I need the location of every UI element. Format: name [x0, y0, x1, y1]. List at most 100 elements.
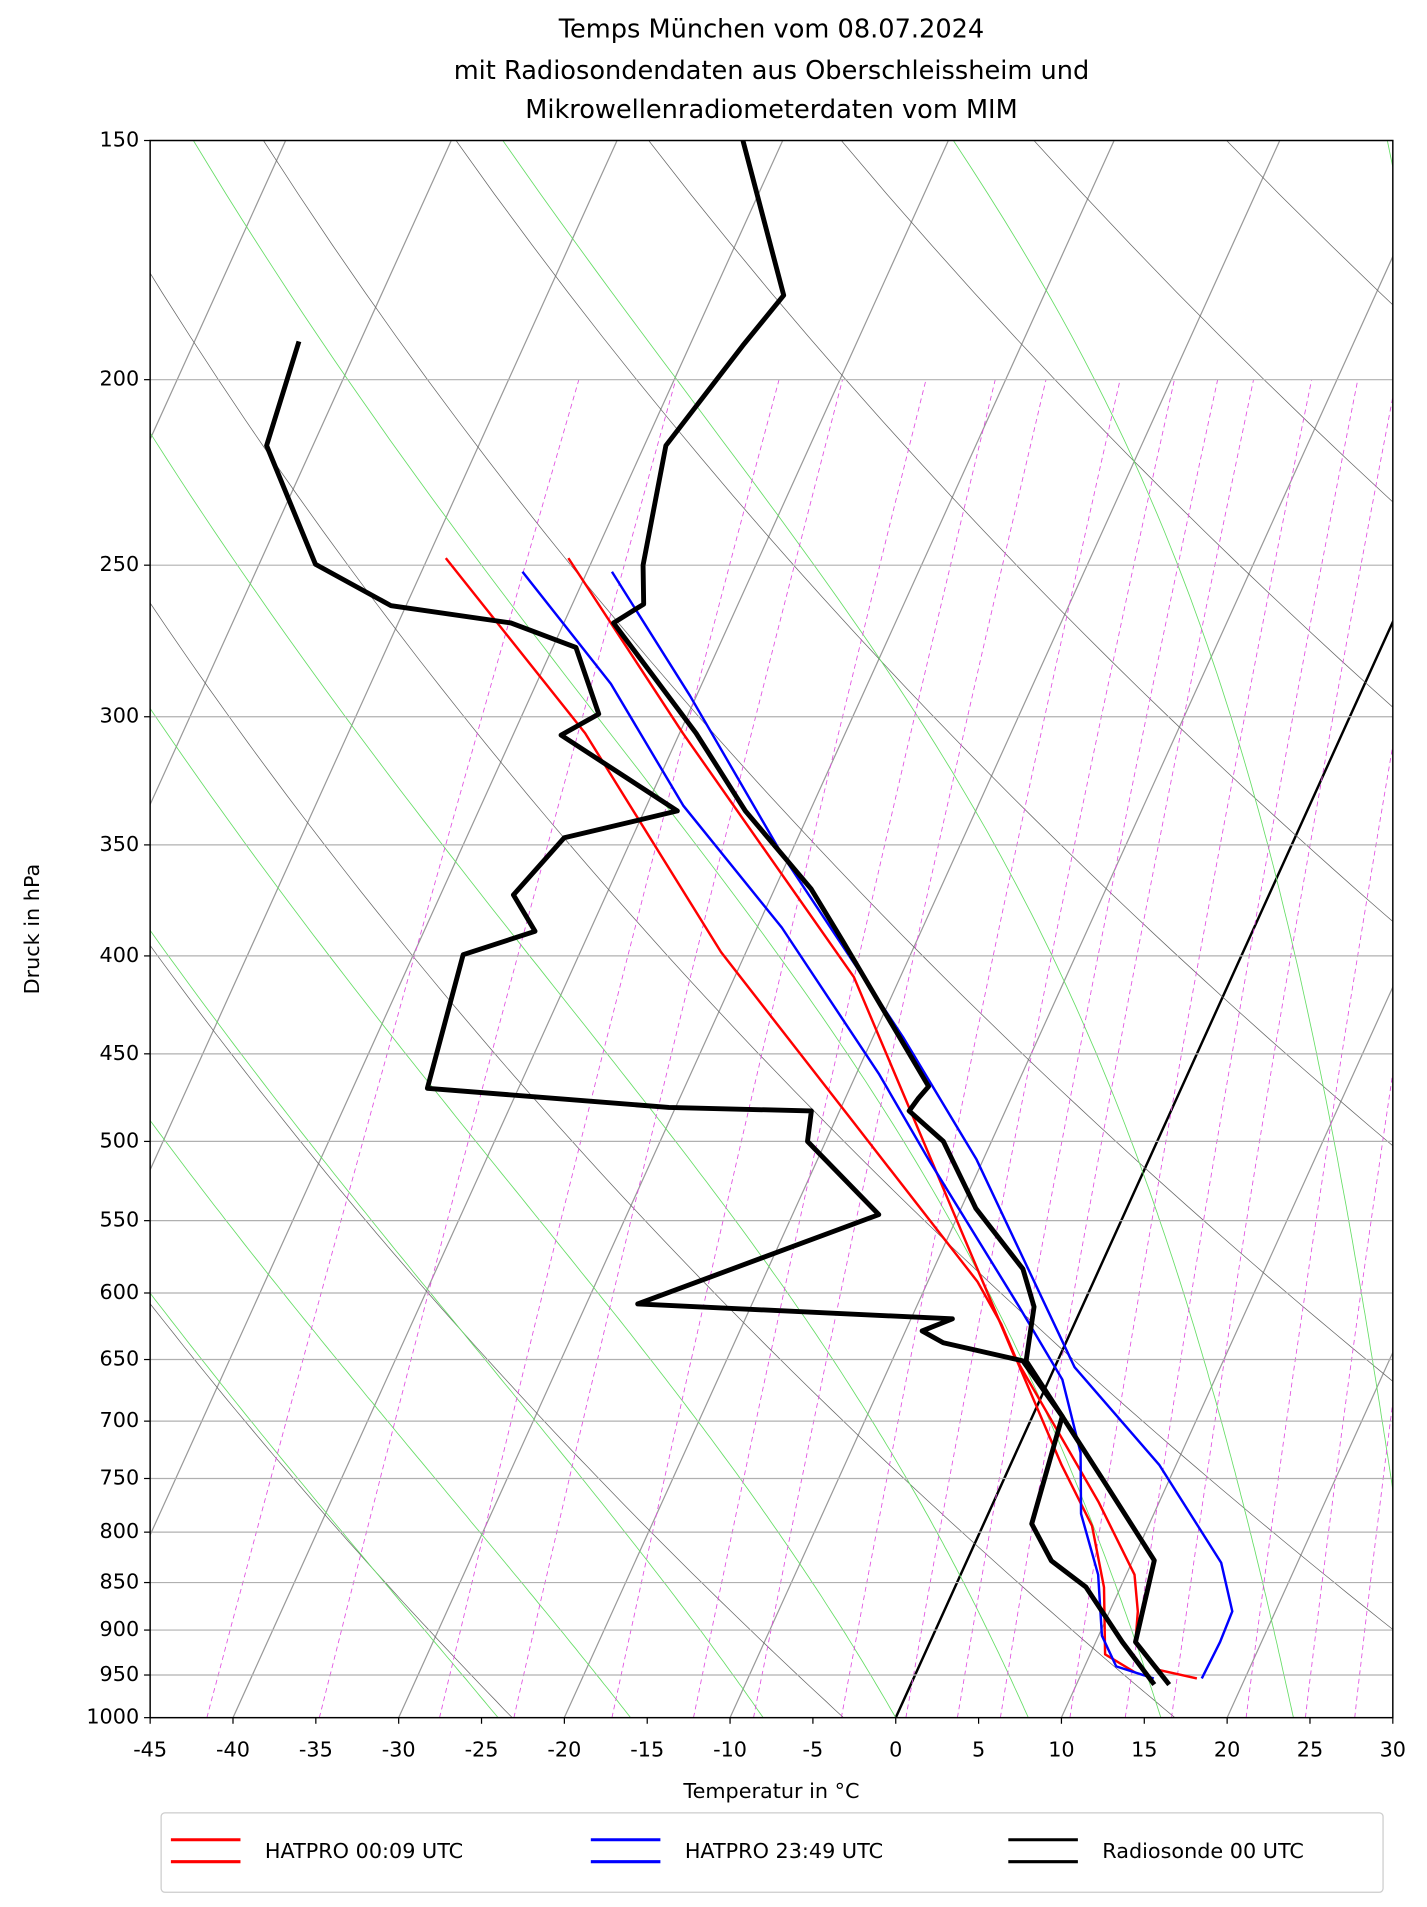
- dry-adiabat: [150, 602, 1176, 1718]
- legend-label: HATPRO 00:09 UTC: [265, 1839, 463, 1863]
- profile-line: [521, 571, 1155, 1680]
- mixing-ratio-line: [1304, 1070, 1393, 1718]
- moist-adiabat: [953, 140, 1393, 1494]
- moist-adiabat: [150, 929, 764, 1718]
- x-tick-label: -10: [713, 1738, 747, 1762]
- mixing-ratio-line: [1171, 394, 1393, 1718]
- y-tick-label: 600: [100, 1280, 140, 1304]
- isotherm: [150, 140, 452, 806]
- mixing-ratio-line: [1354, 1399, 1393, 1718]
- isotherm: [1060, 985, 1393, 1718]
- dry-adiabat: [150, 944, 844, 1718]
- isotherm: [150, 140, 784, 1537]
- legend-label: Radiosonde 00 UTC: [1102, 1839, 1304, 1863]
- x-tick-label: 0: [889, 1738, 902, 1762]
- dry-adiabat: [1226, 140, 1393, 306]
- isotherm: [150, 140, 287, 441]
- dry-adiabat: [1419, 141, 1427, 1718]
- y-tick-label: 450: [100, 1041, 140, 1065]
- x-axis-label: Temperatur in °C: [682, 1779, 859, 1803]
- moist-adiabat: [150, 1292, 499, 1718]
- isotherm: [398, 140, 1115, 1718]
- chart-title: Mikrowellenradiometerdaten vom MIM: [525, 95, 1018, 125]
- x-tick-label: 25: [1297, 1738, 1323, 1762]
- dry-adiabat: [455, 140, 1393, 1147]
- y-tick-label: 750: [100, 1465, 140, 1489]
- dry-adiabat: [841, 140, 1393, 708]
- mixing-ratio-line: [206, 379, 580, 1718]
- mixing-ratio-line: [1124, 379, 1359, 1718]
- x-tick-label: -20: [547, 1738, 581, 1762]
- x-tick-label: 5: [972, 1738, 985, 1762]
- isotherm: [232, 140, 949, 1718]
- mixing-ratio-line: [693, 379, 996, 1718]
- moist-adiabat: [502, 140, 1294, 1718]
- dry-adiabat: [150, 272, 1393, 1630]
- moist-adiabat: [192, 140, 1162, 1718]
- x-tick-label: -30: [382, 1738, 416, 1762]
- isotherm: [1392, 1716, 1393, 1718]
- legend: HATPRO 00:09 UTC HATPRO 23:49 UTC Radioson…: [170, 1838, 1304, 1864]
- legend-label: HATPRO 23:49 UTC: [685, 1839, 883, 1863]
- dry-adiabat: [648, 140, 1393, 922]
- x-tick-label: -15: [630, 1738, 664, 1762]
- y-tick-label: 300: [100, 704, 140, 728]
- x-tick-label: -25: [465, 1738, 499, 1762]
- x-tick-label: 20: [1214, 1738, 1240, 1762]
- mixing-ratio-line: [1245, 743, 1393, 1718]
- isotherm: [563, 140, 1281, 1718]
- y-tick-label: 150: [100, 128, 140, 152]
- moist-adiabat: [150, 1119, 631, 1718]
- y-tick-label: 350: [100, 832, 140, 856]
- dry-adiabat: [263, 140, 1393, 1382]
- x-tick-label: -35: [299, 1738, 333, 1762]
- y-tick-label: 700: [100, 1408, 140, 1432]
- axes: 1000 950 900 850 800 750 700 650 600 550 500 450 400…: [86, 128, 1406, 1762]
- chart-title: mit Radiosondendaten aus Oberschleisshei…: [454, 56, 1090, 86]
- y-tick-label: 500: [100, 1128, 140, 1152]
- plot-frame: [149, 139, 1394, 1719]
- y-tick-label: 650: [100, 1347, 140, 1371]
- dry-adiabat: [150, 1303, 513, 1718]
- y-tick-label: 200: [100, 367, 140, 391]
- x-tick-label: -5: [803, 1738, 824, 1762]
- chart-title: Temps München vom 08.07.2024: [558, 15, 985, 45]
- mixing-ratio-line: [318, 379, 677, 1718]
- mixing-ratio-line: [611, 379, 927, 1718]
- x-tick-label: 10: [1048, 1738, 1074, 1762]
- profile-line: [567, 557, 1198, 1680]
- profile-line: [264, 340, 1157, 1687]
- y-axis-label: Druck in hPa: [20, 864, 44, 995]
- y-tick-label: 550: [100, 1208, 140, 1232]
- isotherm: [1226, 1350, 1393, 1718]
- y-tick-label: 900: [100, 1617, 140, 1641]
- isotherm: [894, 618, 1393, 1718]
- y-tick-label: 400: [100, 943, 140, 967]
- profile-line: [610, 571, 1234, 1680]
- y-tick-label: 850: [100, 1570, 140, 1594]
- x-tick-label: -45: [133, 1738, 167, 1762]
- moist-adiabat: [150, 432, 1029, 1718]
- isotherm: [150, 140, 618, 1172]
- profile-line: [444, 557, 1136, 1674]
- curves: [264, 140, 1234, 1687]
- x-tick-label: 15: [1131, 1738, 1157, 1762]
- y-tick-label: 950: [100, 1662, 140, 1686]
- x-tick-label: -40: [216, 1738, 250, 1762]
- x-tick-label: 30: [1380, 1738, 1406, 1762]
- mixing-ratio-line: [905, 379, 1175, 1718]
- legend-box: [160, 1812, 1384, 1893]
- isotherm: [729, 255, 1393, 1718]
- moist-adiabat: [150, 707, 897, 1718]
- profile-line: [611, 140, 1172, 1687]
- background-lines: [150, 140, 1427, 1718]
- mixing-ratio-line: [840, 379, 1121, 1718]
- grid: [150, 139, 1393, 1719]
- y-tick-label: 1000: [86, 1705, 139, 1729]
- mixing-ratio-line: [513, 379, 843, 1718]
- y-tick-label: 800: [100, 1519, 140, 1543]
- mixing-ratio-line: [1397, 380, 1427, 1718]
- mixing-ratio-line: [753, 379, 1047, 1718]
